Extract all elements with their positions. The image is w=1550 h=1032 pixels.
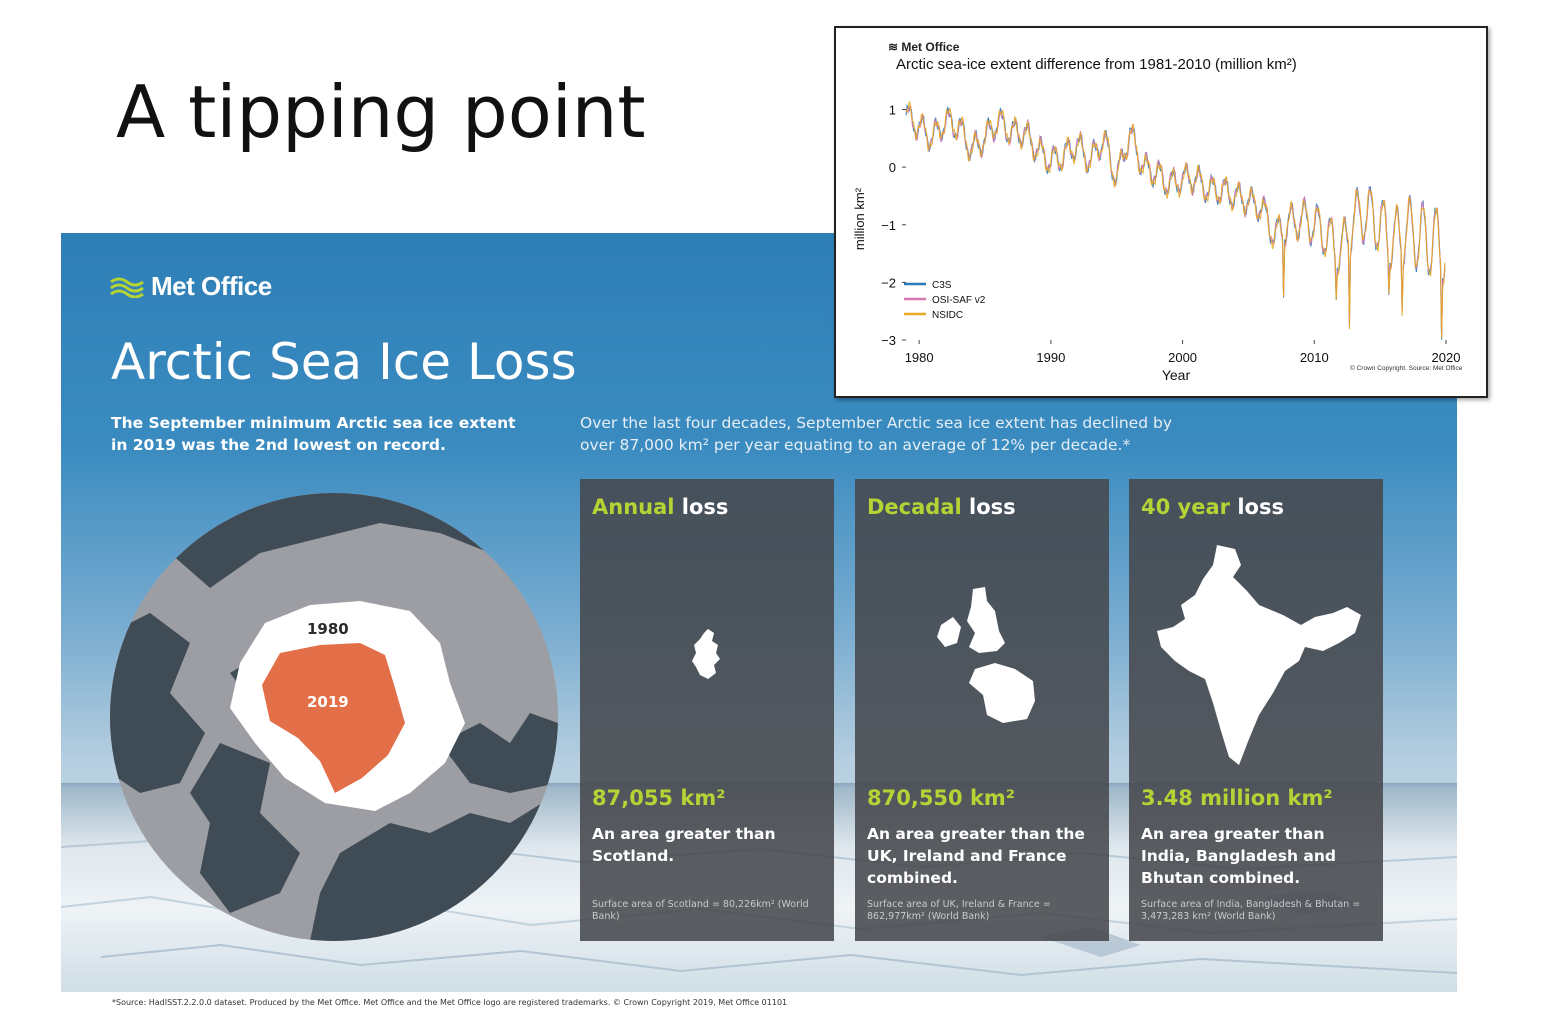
card-value: 87,055 km² — [592, 786, 726, 810]
card-decadal-loss: Decadal loss 870,550 km² An area greater… — [855, 479, 1109, 941]
card-heading: 40 year loss — [1141, 495, 1284, 519]
y-tick-label: 0 — [889, 160, 896, 175]
card-description: An area greater than the UK, Ireland and… — [867, 825, 1085, 887]
chart-met-office-logo: ≋ Met Office — [888, 40, 960, 54]
card-annual-loss: Annual loss 87,055 km² An area greater t… — [580, 479, 834, 941]
scotland-map-icon — [692, 629, 720, 679]
y-tick-label: −1 — [881, 218, 896, 233]
x-tick-label: 1980 — [905, 350, 934, 365]
land-west — [110, 613, 205, 793]
x-axis-label: Year — [1162, 367, 1191, 383]
card-note: Surface area of India, Bangladesh & Bhut… — [1141, 899, 1361, 922]
met-office-logo: Met Office — [109, 271, 272, 302]
poster-footnote: *Source: HadISST.2.2.0.0 dataset. Produc… — [112, 998, 788, 1007]
card-description: An area greater than India, Bangladesh a… — [1141, 825, 1336, 887]
met-office-wave-icon — [110, 277, 144, 298]
lead-left-text: The September minimum Arctic sea ice ext… — [111, 414, 516, 454]
chart-credit: © Crown Copyright. Source: Met Office — [1350, 365, 1463, 372]
card-description: An area greater than Scotland. — [592, 825, 776, 865]
series-line-c3s — [905, 103, 1446, 340]
x-tick-label: 2010 — [1300, 350, 1329, 365]
uk-ireland-france-map-icon — [937, 587, 1035, 723]
lead-right-text: Over the last four decades, September Ar… — [580, 414, 1172, 454]
label-2019: 2019 — [307, 693, 349, 711]
chart-title: Arctic sea-ice extent difference from 19… — [896, 56, 1297, 73]
x-tick-label: 1990 — [1036, 350, 1065, 365]
ice-extent-2019 — [262, 643, 405, 793]
card-heading: Annual loss — [592, 495, 729, 519]
sea-ice-chart: ≋ Met Office Arctic sea-ice extent diffe… — [834, 26, 1488, 398]
card-note: Surface area of Scotland = 80,226km² (Wo… — [592, 899, 809, 922]
y-tick-label: 1 — [889, 103, 896, 118]
label-1980: 1980 — [307, 620, 349, 638]
card-note: Surface area of UK, Ireland & France = 8… — [867, 899, 1051, 922]
india-map-icon — [1157, 545, 1361, 765]
card-value: 870,550 km² — [867, 786, 1016, 810]
land-southwest — [190, 743, 300, 913]
slide-title: A tipping point — [116, 70, 646, 154]
card-value: 3.48 million km² — [1141, 786, 1333, 810]
legend-label: C3S — [932, 280, 952, 291]
chart-plot-area: 1 0 −1 −2 −3 1980 1990 2000 2010 2020 Year million … — [852, 101, 1461, 383]
y-tick-label: −2 — [881, 275, 896, 290]
card-heading: Decadal loss — [867, 495, 1016, 519]
series-line-osi-saf-v2 — [905, 105, 1446, 336]
x-tick-label: 2020 — [1432, 350, 1461, 365]
y-tick-label: −3 — [881, 333, 896, 348]
y-axis-label: million km² — [852, 187, 867, 250]
x-tick-label: 2000 — [1168, 350, 1197, 365]
legend-label: NSIDC — [932, 310, 963, 321]
poster-title: Arctic Sea Ice Loss — [111, 333, 577, 391]
arctic-globe-map: 1980 2019 — [110, 493, 558, 941]
met-office-wordmark: Met Office — [151, 271, 272, 301]
series-line-nsidc — [905, 101, 1446, 339]
arctic-globe-svg — [110, 493, 558, 941]
land-east — [440, 713, 558, 793]
legend-label: OSI-SAF v2 — [932, 295, 986, 306]
card-40-year-loss: 40 year loss 3.48 million km² An area gr… — [1129, 479, 1383, 941]
